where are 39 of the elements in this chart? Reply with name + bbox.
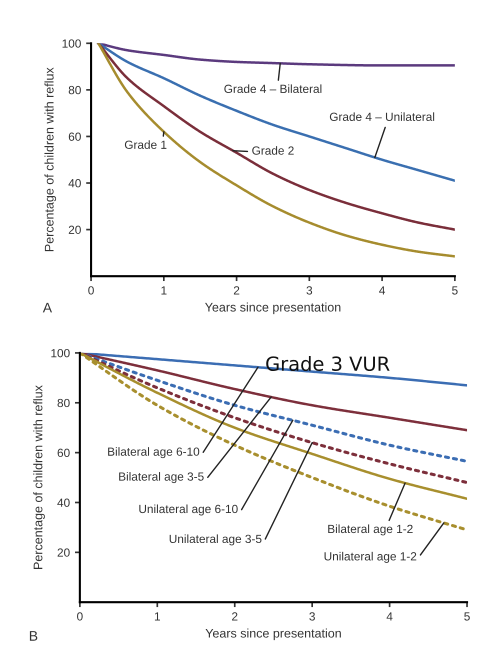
y-tick-label: 80 bbox=[68, 86, 81, 94]
x-tick-label: 3 bbox=[309, 612, 315, 621]
x-tick-label: 4 bbox=[379, 286, 386, 294]
x-tick-label: 2 bbox=[232, 612, 238, 620]
x-axis-title: Years since presentation bbox=[205, 302, 340, 314]
x-tick-label: 2 bbox=[234, 286, 240, 294]
x-tick-label: 3 bbox=[306, 286, 312, 295]
text: Unilateral age 1-2 bbox=[324, 552, 416, 563]
y-tick-label: 60 bbox=[68, 132, 81, 141]
annotation: Grade 3 VUR bbox=[266, 356, 390, 372]
text: Bilateral age 1-2 bbox=[328, 524, 413, 536]
x-axis-title: Years since presentation bbox=[206, 628, 341, 640]
y-tick-label: 40 bbox=[57, 498, 70, 507]
y-tick-label: 40 bbox=[68, 179, 81, 188]
text: Bilateral age 6-10 bbox=[108, 447, 200, 458]
x-tick-label: 1 bbox=[154, 612, 160, 620]
series-label: Grade 1 bbox=[124, 140, 166, 149]
series-label: Grade 4 – Unilateral bbox=[330, 112, 434, 121]
y-tick-label: 20 bbox=[68, 226, 81, 234]
text: A bbox=[42, 302, 52, 312]
text: B bbox=[30, 631, 38, 641]
y-tick-label: 60 bbox=[58, 448, 70, 458]
x-tick-label: 4 bbox=[386, 612, 393, 620]
y-tick-label: 100 bbox=[62, 39, 81, 48]
y-tick-label: 80 bbox=[58, 398, 70, 408]
x-tick-label: 5 bbox=[464, 612, 470, 621]
series-label: Grade 2 bbox=[252, 146, 294, 155]
x-tick-label: 1 bbox=[161, 286, 167, 294]
y-tick-label: 20 bbox=[58, 548, 70, 557]
y-tick-label: 100 bbox=[51, 348, 70, 358]
series-label: Grade 4 – Bilateral bbox=[224, 84, 322, 94]
text: Unilateral age 3-5 bbox=[170, 534, 262, 546]
y-axis-title: Percentage of children with reflux bbox=[44, 67, 56, 252]
x-tick-label: 0 bbox=[88, 286, 94, 295]
y-axis-title: Percentage of children with reflux bbox=[33, 385, 45, 569]
x-tick-label: 5 bbox=[452, 286, 458, 295]
text: Bilateral age 3-5 bbox=[119, 472, 204, 484]
text: Unilateral age 6-10 bbox=[139, 504, 238, 516]
x-tick-label: 0 bbox=[77, 612, 83, 621]
